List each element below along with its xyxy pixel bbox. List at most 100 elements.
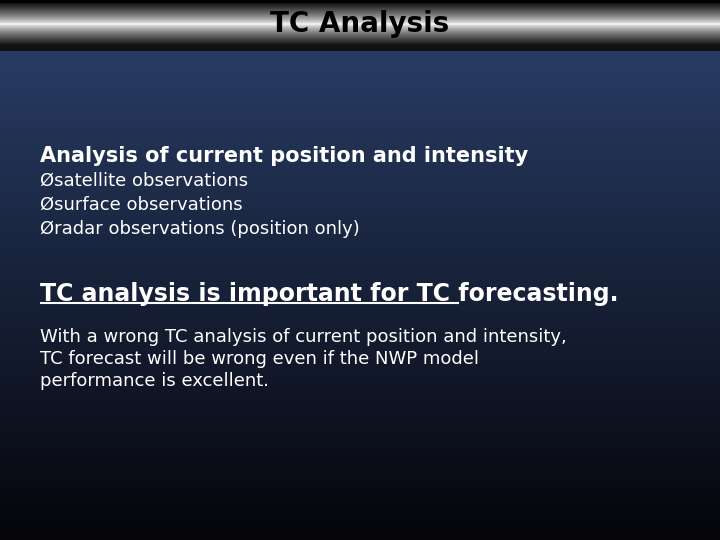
Bar	[0, 270, 720, 271]
Bar	[0, 343, 720, 344]
Bar	[0, 311, 720, 312]
Bar	[0, 523, 720, 524]
Bar	[0, 416, 720, 417]
Bar	[0, 425, 720, 426]
Bar	[0, 298, 720, 299]
Bar	[0, 44, 720, 45]
Bar	[0, 326, 720, 327]
Bar	[0, 19, 720, 20]
Bar	[0, 158, 720, 159]
Bar	[0, 32, 720, 33]
Bar	[0, 451, 720, 452]
Bar	[0, 144, 720, 145]
Bar	[0, 162, 720, 163]
Bar	[0, 141, 720, 142]
Bar	[0, 368, 720, 369]
Bar	[0, 154, 720, 155]
Bar	[0, 238, 720, 239]
Bar	[0, 444, 720, 445]
Bar	[0, 353, 720, 354]
Bar	[0, 159, 720, 160]
Bar	[0, 109, 720, 110]
Bar	[0, 82, 720, 83]
Bar	[0, 122, 720, 123]
Bar	[0, 126, 720, 127]
Bar	[0, 80, 720, 81]
Bar	[0, 459, 720, 460]
Bar	[0, 465, 720, 466]
Bar	[0, 315, 720, 316]
Bar	[0, 156, 720, 157]
Bar	[0, 483, 720, 484]
Bar	[0, 513, 720, 514]
Text: Øsurface observations: Øsurface observations	[40, 196, 243, 214]
Bar	[0, 439, 720, 440]
Bar	[0, 201, 720, 202]
Bar	[0, 460, 720, 461]
Bar	[0, 105, 720, 106]
Bar	[0, 340, 720, 341]
Bar	[0, 217, 720, 218]
Bar	[0, 526, 720, 527]
Bar	[0, 458, 720, 459]
Bar	[0, 450, 720, 451]
Bar	[0, 188, 720, 189]
Text: TC forecast will be wrong even if the NWP model: TC forecast will be wrong even if the NW…	[40, 350, 479, 368]
Bar	[0, 152, 720, 153]
Bar	[0, 4, 720, 5]
Bar	[0, 211, 720, 212]
Bar	[0, 214, 720, 215]
Bar	[0, 486, 720, 487]
Bar	[0, 139, 720, 140]
Bar	[0, 227, 720, 228]
Bar	[0, 218, 720, 219]
Bar	[0, 423, 720, 424]
Bar	[0, 388, 720, 389]
Bar	[0, 287, 720, 288]
Bar	[0, 410, 720, 411]
Bar	[0, 95, 720, 96]
Bar	[0, 176, 720, 177]
Bar	[0, 274, 720, 275]
Bar	[0, 475, 720, 476]
Bar	[0, 407, 720, 408]
Bar	[0, 400, 720, 401]
Bar	[0, 470, 720, 471]
Bar	[0, 54, 720, 55]
Bar	[0, 271, 720, 272]
Bar	[0, 71, 720, 72]
Bar	[0, 140, 720, 141]
Bar	[0, 433, 720, 434]
Bar	[0, 78, 720, 79]
Bar	[0, 128, 720, 129]
Bar	[0, 47, 720, 48]
Bar	[0, 213, 720, 214]
Bar	[0, 411, 720, 412]
Bar	[0, 282, 720, 283]
Bar	[0, 447, 720, 448]
Bar	[0, 409, 720, 410]
Bar	[0, 413, 720, 414]
Bar	[0, 496, 720, 497]
Bar	[0, 62, 720, 63]
Bar	[0, 21, 720, 22]
Bar	[0, 448, 720, 449]
Bar	[0, 357, 720, 358]
Text: performance is excellent.: performance is excellent.	[40, 372, 269, 390]
Bar	[0, 300, 720, 301]
Bar	[0, 66, 720, 67]
Bar	[0, 247, 720, 248]
Bar	[0, 150, 720, 151]
Bar	[0, 485, 720, 486]
Bar	[0, 130, 720, 131]
Bar	[0, 42, 720, 43]
Bar	[0, 316, 720, 317]
Bar	[0, 412, 720, 413]
Bar	[0, 237, 720, 238]
Bar	[0, 380, 720, 381]
Bar	[0, 424, 720, 425]
Bar	[0, 45, 720, 46]
Bar	[0, 268, 720, 269]
Bar	[0, 296, 720, 297]
Bar	[0, 68, 720, 69]
